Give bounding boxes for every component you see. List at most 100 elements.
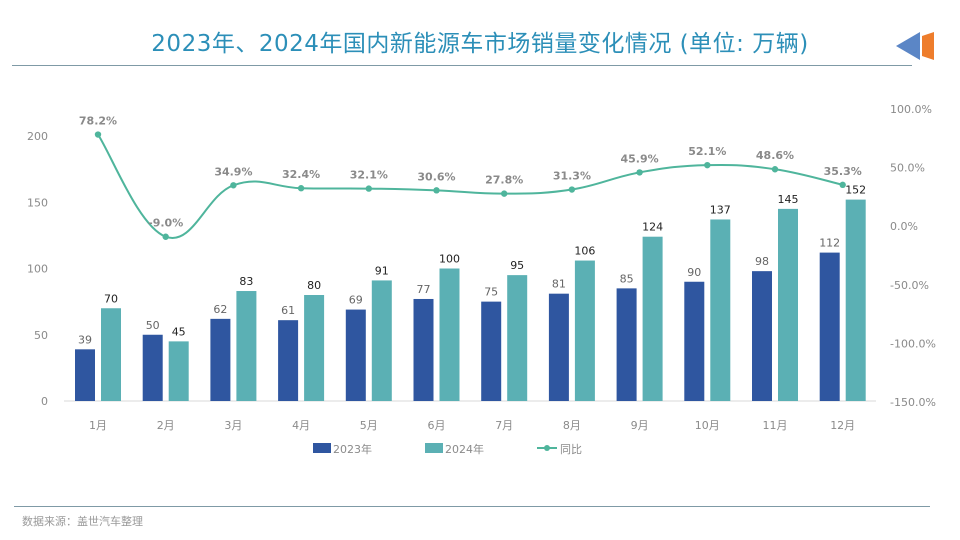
yoy-label: 27.8% [485,174,523,187]
bar-2024 [642,236,663,401]
chart-title: 2023年、2024年国内新能源车市场销量变化情况 (单位: 万辆) [151,31,809,57]
bar-2023-label: 75 [484,286,498,299]
left-axis-tick: 100 [27,263,48,276]
yoy-label: 31.3% [553,170,591,183]
bar-2023-label: 50 [146,319,160,332]
legend-label-2024: 2024年 [445,442,484,456]
bar-2024-label: 45 [172,325,186,338]
x-axis-tick: 7月 [495,419,513,432]
bar-2024 [101,308,121,401]
x-axis-tick: 9月 [631,419,649,432]
bar-2024 [845,199,866,401]
legend-swatch-2023 [313,443,331,453]
x-axis-tick: 1月 [89,419,107,432]
footer-divider [14,506,930,507]
bar-2024-label: 83 [239,275,253,288]
bar-2024-label: 106 [574,245,595,258]
yoy-point [162,233,169,240]
bar-2023-label: 62 [213,303,227,316]
bar-2023 [413,298,434,401]
bar-2023-label: 98 [755,255,769,268]
source-note: 数据来源：盖世汽车整理 [22,515,143,528]
bar-2023-label: 112 [819,237,840,250]
yoy-label: 52.1% [688,145,726,158]
bar-2024-label: 100 [439,253,460,266]
right-axis-tick: -150.0% [890,396,936,409]
bar-2024 [168,341,189,401]
bar-2023 [616,288,637,401]
yoy-point [94,131,102,138]
legend-swatch-2024 [425,443,443,453]
bar-2024-label: 152 [845,184,866,197]
legend-marker-yoy [544,445,550,451]
x-axis-tick: 6月 [428,419,446,432]
yoy-point [230,182,237,189]
bar-2023 [752,271,772,401]
bar-2023-label: 85 [620,272,634,285]
yoy-point [365,185,372,192]
left-axis-tick: 200 [27,130,48,143]
bar-2023-label: 69 [349,294,363,307]
yoy-point [704,161,711,169]
right-axis-tick: -50.0% [890,279,929,292]
bar-2023 [481,301,502,401]
bar-2024-label: 95 [510,259,524,272]
yoy-point [839,181,846,189]
right-axis-tick: 100.0% [890,103,932,116]
legend-label-2023: 2023年 [333,442,372,456]
yoy-point [771,166,779,173]
yoy-point [501,190,508,197]
bar-2024-label: 80 [307,279,321,292]
bar-2023 [819,252,840,401]
yoy-label: 34.9% [214,165,252,178]
yoy-label: -9.0% [148,217,183,230]
bar-2023 [75,349,95,401]
bar-2024-label: 91 [375,264,389,277]
x-axis-tick: 2月 [157,419,175,432]
bar-2024-label: 70 [104,292,118,305]
yoy-label: 30.6% [417,170,455,183]
bar-2023-label: 77 [417,283,431,296]
bar-2023 [142,334,163,401]
yoy-label: 45.9% [621,152,659,165]
left-axis-tick: 50 [34,329,48,342]
right-axis-tick: -100.0% [890,337,936,350]
title-divider [12,65,912,66]
bar-2023 [345,309,366,401]
bar-2023-label: 61 [281,304,295,317]
bar-2023 [278,320,299,401]
legend-label-yoy: 同比 [560,443,582,456]
yoy-point [636,169,643,176]
bar-2023-label: 90 [687,266,701,279]
bar-2024 [574,260,595,401]
brand-logo-icon [892,28,936,68]
bar-2023-label: 39 [78,333,92,346]
right-axis-tick: 50.0% [890,162,925,175]
yoy-point [568,186,576,193]
left-axis-tick: 0 [41,395,48,408]
bar-2024 [371,280,392,401]
x-axis-tick: 5月 [360,419,378,432]
bar-2024 [778,208,798,401]
bar-2024 [507,275,528,401]
yoy-label: 48.6% [756,149,794,162]
bar-2024-label: 145 [778,193,799,206]
bar-2023-label: 81 [552,278,566,291]
left-axis-tick: 150 [27,196,48,209]
x-axis-tick: 11月 [763,419,788,432]
bar-2024 [710,219,731,401]
yoy-line [97,133,843,240]
bar-2023 [210,318,231,401]
bar-2024 [439,268,460,401]
bar-2024 [236,291,257,401]
x-axis-tick: 8月 [563,419,581,432]
yoy-label: 32.4% [282,168,320,181]
bar-2024-label: 124 [642,221,663,234]
right-axis-tick: 0.0% [890,220,918,233]
bar-2023 [548,293,569,401]
yoy-point [297,185,305,192]
x-axis-tick: 4月 [292,419,310,432]
bar-2024 [304,295,325,401]
